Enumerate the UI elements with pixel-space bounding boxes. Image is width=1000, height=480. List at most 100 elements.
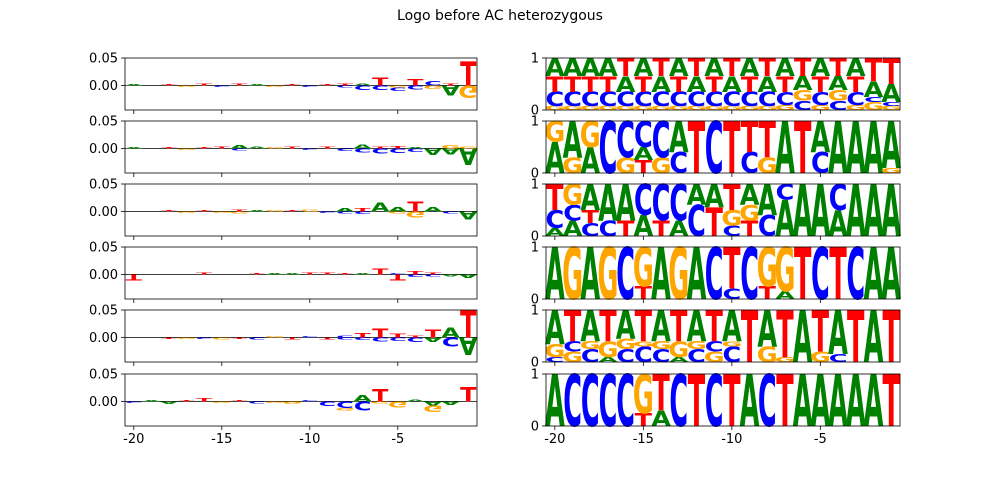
x-tick-label: -5 <box>814 432 827 447</box>
frequency-axes-frame <box>545 183 901 237</box>
frequency-axes-frame <box>545 120 901 174</box>
logo-letter: A <box>125 84 143 86</box>
logo-letter: T <box>390 333 407 339</box>
logo-letter: G <box>265 147 285 149</box>
logo-letter: A <box>775 289 796 302</box>
logo-letter: T <box>126 272 142 280</box>
attribution-axes-frame <box>124 183 478 237</box>
logo-letter: A <box>406 399 424 402</box>
logo-letter: T <box>882 52 899 93</box>
logo-letter: G <box>177 148 197 150</box>
logo-letter: C <box>616 89 635 111</box>
frequency-axes-frame <box>545 246 901 300</box>
logo-letter: T <box>582 208 599 228</box>
logo-letter: T <box>705 72 722 97</box>
logo-letter: C <box>354 147 371 153</box>
logo-letter: C <box>581 89 600 111</box>
logo-letter: T <box>582 72 599 97</box>
logo-letter: A <box>459 143 478 168</box>
logo-letter: A <box>633 145 653 165</box>
logo-letter: T <box>161 210 178 212</box>
logo-letter: G <box>597 105 618 111</box>
logo-letter: T <box>196 83 213 86</box>
logo-letter: T <box>178 400 195 402</box>
logo-letter: C <box>563 89 582 111</box>
attribution-axes-frame <box>124 246 478 300</box>
logo-letter: A <box>545 53 565 82</box>
logo-letter: C <box>846 232 865 316</box>
logo-letter: T <box>460 384 476 406</box>
logo-letter: A <box>740 53 760 82</box>
logo-letter: A <box>459 209 478 221</box>
logo-letter: A <box>580 232 600 316</box>
y-tick-label: 0 <box>531 167 539 182</box>
logo-letter: G <box>177 85 197 87</box>
logo-letter: C <box>758 359 777 443</box>
logo-letter: C <box>829 98 848 113</box>
logo-letter: T <box>354 207 371 212</box>
logo-letter: C <box>213 85 230 87</box>
logo-letter: T <box>196 272 213 276</box>
logo-letter: T <box>741 72 758 97</box>
attribution-axes-frame <box>124 373 478 427</box>
logo-letter: T <box>284 337 301 340</box>
logo-letter: G <box>265 85 285 87</box>
logo-letter: A <box>669 216 690 241</box>
logo-letter: T <box>635 72 652 97</box>
logo-letter: A <box>545 134 565 184</box>
logo-letter: C <box>424 274 441 277</box>
frequency-axes-frame <box>545 57 901 111</box>
logo-letter: C <box>652 89 671 111</box>
logo-letter: A <box>828 359 848 443</box>
logo-letter: C <box>811 89 830 109</box>
logo-letter: C <box>846 89 865 109</box>
logo-letter: G <box>739 200 760 225</box>
logo-letter: T <box>829 232 847 316</box>
logo-letter: G <box>721 206 742 231</box>
logo-letter: A <box>598 53 618 82</box>
logo-letter: G <box>792 88 813 105</box>
logo-letter: G <box>739 105 760 111</box>
logo-letter: C <box>563 359 582 443</box>
logo-letter: G <box>615 105 636 111</box>
logo-letter: C <box>776 89 795 109</box>
logo-letter: G <box>335 407 355 411</box>
logo-letter: A <box>459 331 478 359</box>
logo-letter: G <box>562 153 583 178</box>
logo-letter: A <box>810 359 830 443</box>
logo-letter: A <box>881 169 901 253</box>
logo-letter: A <box>248 146 268 150</box>
logo-letter: A <box>722 302 742 352</box>
logo-letter: A <box>248 84 266 86</box>
y-tick-label: 0.05 <box>89 304 118 319</box>
logo-letter: C <box>354 84 371 91</box>
logo-letter: G <box>686 339 707 352</box>
logo-letter: G <box>177 337 197 339</box>
logo-letter: G <box>845 104 866 112</box>
attribution-axes-frame <box>124 57 478 111</box>
logo-letter: G <box>544 341 565 361</box>
logo-letter: A <box>864 295 884 379</box>
y-tick-label: 0.05 <box>89 368 118 383</box>
logo-letter: T <box>705 302 722 352</box>
frequency-axes-frame <box>545 309 901 363</box>
logo-letter: A <box>142 400 160 402</box>
x-tick-label: -20 <box>544 432 565 447</box>
x-tick-label: -15 <box>211 432 232 447</box>
logo-letter: T <box>354 332 370 339</box>
logo-letter: T <box>759 112 776 170</box>
y-tick-label: 1 <box>531 178 539 193</box>
logo-letter: A <box>563 112 583 170</box>
logo-letter: A <box>687 302 707 352</box>
logo-letter: C <box>634 89 653 111</box>
logo-letter: T <box>599 72 616 97</box>
logo-letter: G <box>177 211 197 213</box>
logo-letter: A <box>616 175 636 233</box>
logo-letter: T <box>460 304 477 347</box>
logo-letter: T <box>372 268 388 276</box>
logo-letter: C <box>545 89 564 111</box>
logo-letter: C <box>669 359 688 443</box>
logo-letter: T <box>776 359 794 443</box>
logo-letter: C <box>563 338 582 355</box>
logo-letter: T <box>407 77 424 87</box>
